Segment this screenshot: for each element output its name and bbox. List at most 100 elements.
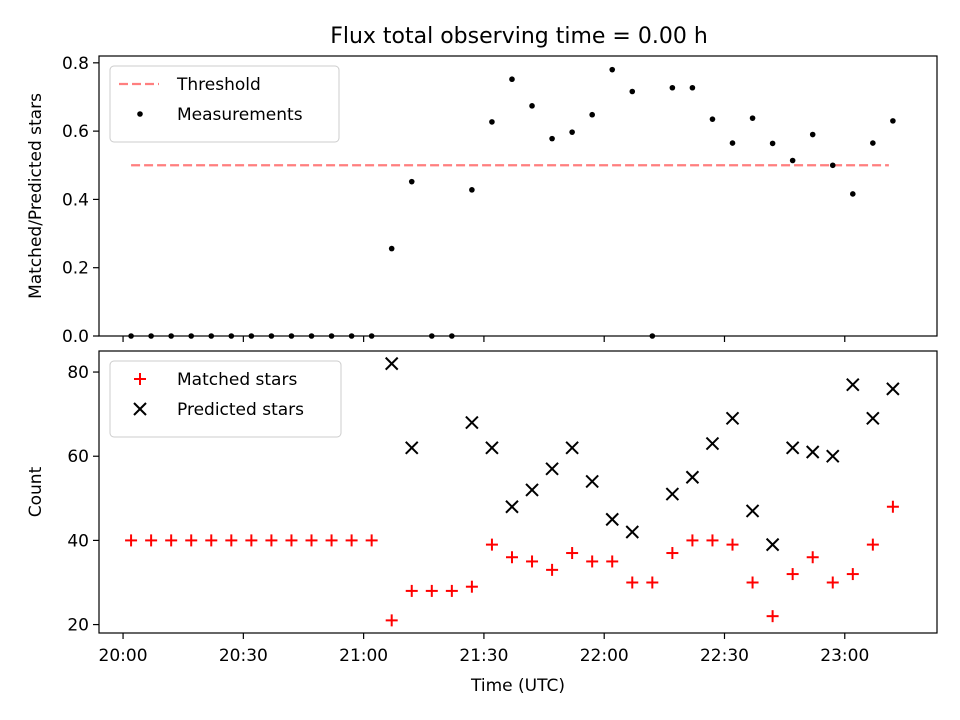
data-point (829, 162, 836, 169)
marker-stroke (545, 462, 559, 476)
legend-label: Measurements (177, 105, 303, 125)
marker-stroke (133, 402, 147, 416)
data-point (746, 576, 759, 589)
data-point (328, 333, 335, 339)
data-point (709, 116, 716, 122)
data-point (806, 551, 819, 564)
data-point (408, 178, 415, 185)
data-point (866, 538, 879, 551)
marker-stroke (866, 411, 880, 426)
y-tick-label: 20 (67, 616, 89, 636)
data-point (785, 441, 800, 455)
marker-stroke (485, 441, 499, 455)
data-point (529, 103, 535, 109)
data-point (525, 483, 539, 497)
data-point (565, 441, 579, 455)
data-point (489, 119, 495, 125)
data-point (345, 534, 358, 547)
data-point (425, 584, 438, 597)
data-point (765, 537, 780, 552)
x-tick-label: 22:30 (700, 646, 749, 666)
data-point (168, 333, 174, 339)
x-tick-label: 22:00 (580, 646, 629, 666)
data-point (789, 157, 796, 164)
data-point (268, 333, 275, 339)
legend-marker-swatch (137, 111, 143, 117)
data-point (388, 245, 395, 252)
data-point (288, 333, 295, 339)
data-point (729, 140, 736, 146)
data-point (485, 538, 498, 551)
data-point (769, 140, 776, 147)
marker-stroke (685, 470, 700, 484)
y-tick-label: 0.0 (62, 327, 89, 347)
data-point (385, 614, 398, 627)
marker-stroke (525, 483, 539, 497)
marker-stroke (405, 441, 419, 455)
y-tick-label: 0.8 (62, 54, 89, 74)
marker-stroke (465, 415, 479, 430)
marker-stroke (745, 504, 760, 518)
data-point (629, 88, 636, 95)
legend-box (109, 65, 340, 143)
data-point (205, 534, 218, 547)
data-point (886, 500, 899, 513)
legend-label: Threshold (176, 75, 261, 95)
legend: Threshold Measurements (109, 65, 340, 143)
data-point (849, 191, 856, 197)
data-point (669, 84, 676, 91)
data-point (469, 187, 475, 193)
marker-stroke (846, 377, 860, 392)
data-point (505, 500, 519, 514)
data-point (606, 555, 619, 568)
data-point (846, 377, 860, 392)
data-point (428, 333, 435, 339)
data-point (809, 131, 816, 138)
data-point (185, 534, 198, 547)
data-point (705, 436, 720, 451)
marker-stroke (826, 449, 840, 463)
legend-label: Matched stars (177, 370, 297, 390)
data-point (285, 534, 298, 547)
data-point (706, 534, 719, 547)
x-axis-label: Time (UTC) (470, 676, 565, 696)
marker-stroke (384, 356, 399, 371)
data-point (886, 382, 900, 396)
data-point (145, 534, 158, 547)
data-point (305, 534, 318, 547)
marker-stroke (705, 436, 720, 451)
count-panel: 20 40 60 80 20:00 20:30 21:00 21:30 22:00 22:30 23… (26, 350, 938, 696)
y-tick-label: 60 (67, 447, 89, 467)
ratio-panel: 0.0 0.2 0.4 0.6 0.8 Matched/Predicted stars Th… (26, 54, 938, 347)
y-tick-label: 80 (67, 363, 89, 383)
series-measurements (128, 66, 896, 339)
y-axis-label: Matched/Predicted stars (26, 93, 46, 299)
y-axis-label: Count (26, 466, 46, 517)
data-point (228, 333, 235, 339)
series-predicted-stars (384, 356, 900, 552)
marker-stroke (665, 487, 680, 501)
legend-marker-swatch (133, 402, 147, 416)
marker-stroke (886, 382, 900, 396)
marker-stroke (805, 445, 820, 459)
y-tick-label: 0.2 (62, 259, 89, 279)
data-point (689, 84, 696, 91)
marker-stroke (785, 441, 800, 455)
data-point (485, 441, 499, 455)
data-point (546, 563, 559, 576)
x-tick-label: 21:30 (459, 646, 508, 666)
data-point (846, 568, 859, 581)
data-point (870, 140, 876, 146)
data-point (445, 584, 458, 597)
data-point (586, 555, 599, 568)
data-point (646, 576, 659, 589)
data-point (890, 118, 896, 124)
x-tick-label: 21:00 (339, 646, 388, 666)
data-point (749, 115, 756, 121)
marker-stroke (725, 411, 740, 426)
data-point (726, 538, 739, 551)
data-point (549, 135, 555, 142)
data-point (348, 333, 355, 339)
data-point (826, 449, 840, 463)
data-point (248, 333, 255, 339)
